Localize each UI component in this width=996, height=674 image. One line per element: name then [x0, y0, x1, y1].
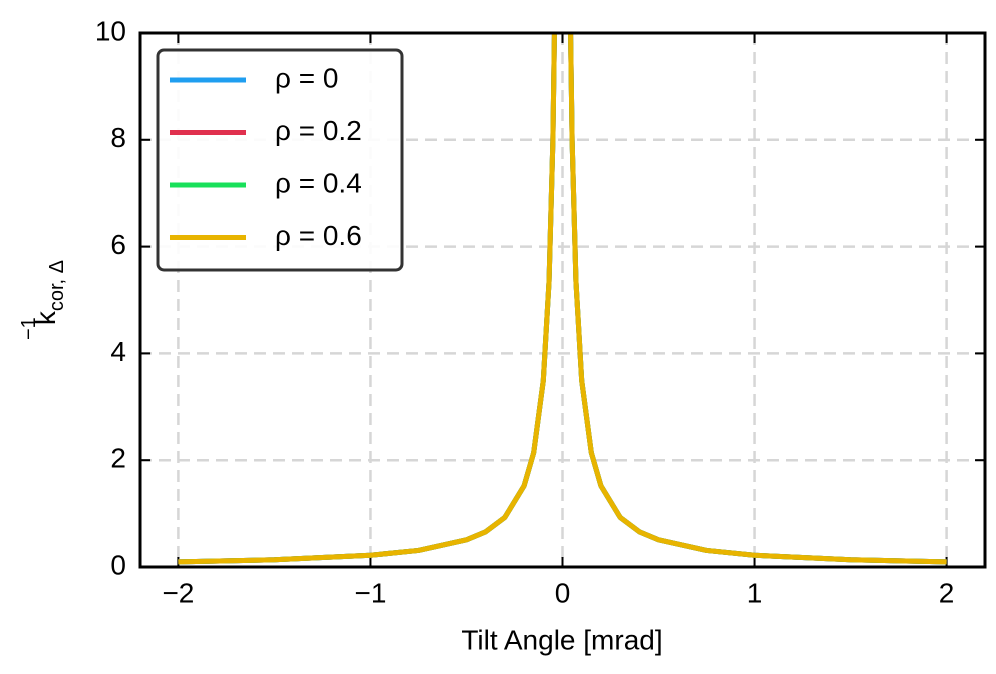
y-axis-label: kcor, Δ −1 [18, 260, 68, 340]
y-tick-label: 0 [110, 549, 126, 580]
legend: ρ = 0 ρ = 0.2 ρ = 0.4 ρ = 0.6 [156, 48, 404, 272]
x-tick-label: 2 [939, 577, 955, 608]
legend-box [156, 48, 404, 272]
legend-label: ρ = 0.4 [275, 167, 362, 198]
x-tick-label: −2 [162, 577, 194, 608]
plot-lines [178, 33, 947, 565]
legend-label: ρ = 0 [275, 62, 338, 93]
y-label-superscript: −1 [18, 317, 40, 340]
y-tick-label: 8 [110, 122, 126, 153]
series-line [178, 33, 947, 565]
plot-frame [138, 31, 987, 569]
legend-label: ρ = 0.2 [275, 115, 362, 146]
x-tick-label: 0 [555, 577, 571, 608]
y-tick-label: 6 [110, 229, 126, 260]
legend-label: ρ = 0.6 [275, 220, 362, 251]
y-label-base: k [30, 310, 61, 325]
y-tick-label: 2 [110, 443, 126, 474]
y-label-subscript: cor, Δ [46, 260, 68, 311]
x-tick-label: 1 [747, 577, 763, 608]
x-tick-label: −1 [354, 577, 386, 608]
x-axis-label: Tilt Angle [mrad] [461, 624, 662, 655]
y-tick-label: 4 [110, 336, 126, 367]
y-tick-label: 10 [95, 15, 126, 46]
